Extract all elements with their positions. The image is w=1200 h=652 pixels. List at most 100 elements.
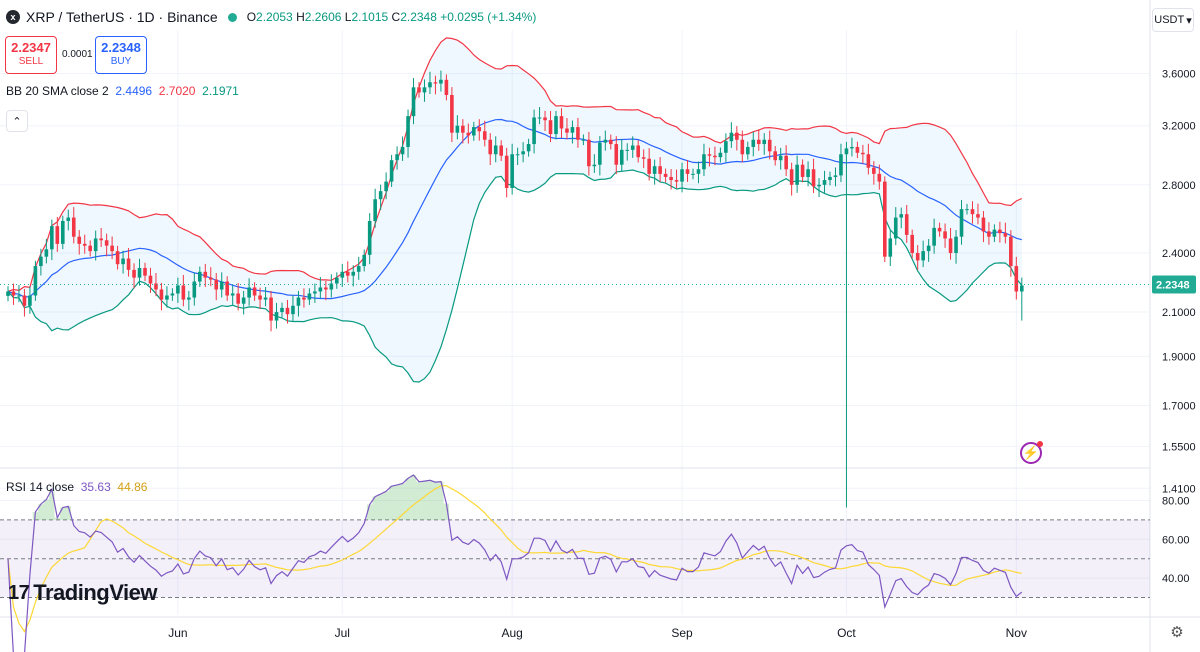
candle-body — [198, 271, 202, 282]
candle — [88, 240, 92, 257]
candle — [143, 262, 147, 282]
candle — [625, 143, 630, 161]
candle — [937, 222, 942, 237]
ohlc-values: O2.2053 H2.2606 L2.1015 C2.2348 +0.0295 … — [246, 10, 537, 24]
candle-body — [450, 95, 454, 133]
candle-body — [345, 271, 350, 276]
candle-body — [406, 116, 410, 147]
candle-body — [926, 245, 931, 252]
candle-body — [269, 297, 273, 321]
candle-body — [71, 217, 76, 237]
candle — [22, 288, 27, 317]
spread-value: 0.0001 — [62, 49, 93, 60]
candle — [66, 209, 71, 231]
candle — [778, 147, 783, 170]
candle-body — [1020, 285, 1024, 292]
candle — [461, 119, 465, 144]
candle-body — [795, 164, 799, 185]
candle — [817, 178, 821, 198]
candle — [269, 290, 273, 332]
candle — [71, 207, 76, 244]
candle-body — [658, 166, 662, 174]
buy-button[interactable]: 2.2348 BUY — [95, 36, 147, 74]
candle — [674, 169, 679, 189]
candle — [274, 302, 279, 329]
candle — [959, 199, 964, 245]
candle-body — [937, 227, 942, 232]
time-tick-label: Oct — [837, 626, 856, 640]
candle-body — [735, 132, 739, 140]
candle-body — [329, 283, 334, 290]
candle-body — [258, 295, 262, 300]
candle — [718, 147, 723, 163]
candle-body — [77, 236, 82, 244]
candle-body — [499, 145, 503, 156]
candle-body — [899, 214, 904, 218]
candle — [663, 168, 668, 183]
candle-body — [959, 209, 964, 237]
candle-body — [159, 289, 164, 300]
candle — [833, 167, 838, 187]
candle-body — [1009, 236, 1013, 267]
candle-body — [444, 79, 449, 96]
candle-body — [883, 181, 887, 257]
candle — [44, 238, 49, 264]
candle — [93, 230, 98, 261]
rsi-line — [7, 474, 1023, 652]
candle-body — [324, 287, 328, 290]
candle-body — [954, 236, 958, 253]
candle — [800, 159, 805, 183]
candle — [943, 223, 947, 248]
currency-selector[interactable]: USDT ▾ — [1152, 8, 1194, 32]
rsi-legend[interactable]: RSI 14 close 35.63 44.86 — [6, 480, 147, 494]
candle-body — [910, 234, 914, 253]
candle — [954, 230, 958, 264]
chevron-up-icon: ⌃ — [12, 115, 22, 128]
sell-button[interactable]: 2.2347 SELL — [5, 36, 57, 74]
candle-body — [685, 169, 690, 174]
candle-body — [680, 169, 684, 182]
candle-body — [340, 271, 345, 278]
bollinger-legend[interactable]: BB 20 SMA close 2 2.4496 2.7020 2.1971 — [6, 84, 239, 98]
candle — [307, 288, 312, 305]
candle — [751, 131, 756, 157]
candle-body — [44, 249, 49, 257]
price-tick-label: 1.4100 — [1162, 483, 1196, 495]
candle-body — [82, 243, 87, 246]
candle — [132, 263, 136, 289]
candle-body — [559, 116, 564, 129]
candle — [11, 283, 16, 305]
candle — [28, 286, 32, 314]
candle — [652, 159, 657, 185]
candle — [784, 145, 788, 176]
lightning-icon[interactable]: ⚡ — [1020, 441, 1043, 464]
candle-body — [1003, 233, 1008, 237]
candle-body — [614, 144, 619, 165]
candle-body — [208, 277, 213, 280]
candle-body — [55, 226, 60, 244]
candle-body — [762, 139, 767, 145]
candle — [658, 157, 662, 182]
candle — [455, 115, 460, 140]
candle — [208, 267, 213, 287]
time-tick-label: Jul — [335, 626, 350, 640]
candle — [554, 110, 558, 140]
candle-body — [707, 154, 712, 156]
candle — [1003, 222, 1008, 244]
collapse-legend-button[interactable]: ⌃ — [6, 110, 28, 132]
candle-body — [609, 139, 613, 145]
candle-body — [439, 79, 443, 84]
symbol-header[interactable]: x XRP / TetherUS · 1D · Binance O2.2053 … — [6, 9, 536, 25]
candle-body — [181, 285, 186, 300]
candle — [888, 230, 893, 267]
candle — [296, 290, 301, 317]
time-tick-label: Jun — [168, 626, 187, 640]
candle — [603, 130, 608, 151]
gear-icon[interactable]: ⚙ — [1170, 624, 1184, 641]
candle — [609, 134, 613, 150]
candle — [773, 146, 777, 166]
candle-body — [6, 291, 10, 296]
price-tick-label: 1.7000 — [1162, 401, 1196, 413]
candle-body — [861, 152, 865, 155]
